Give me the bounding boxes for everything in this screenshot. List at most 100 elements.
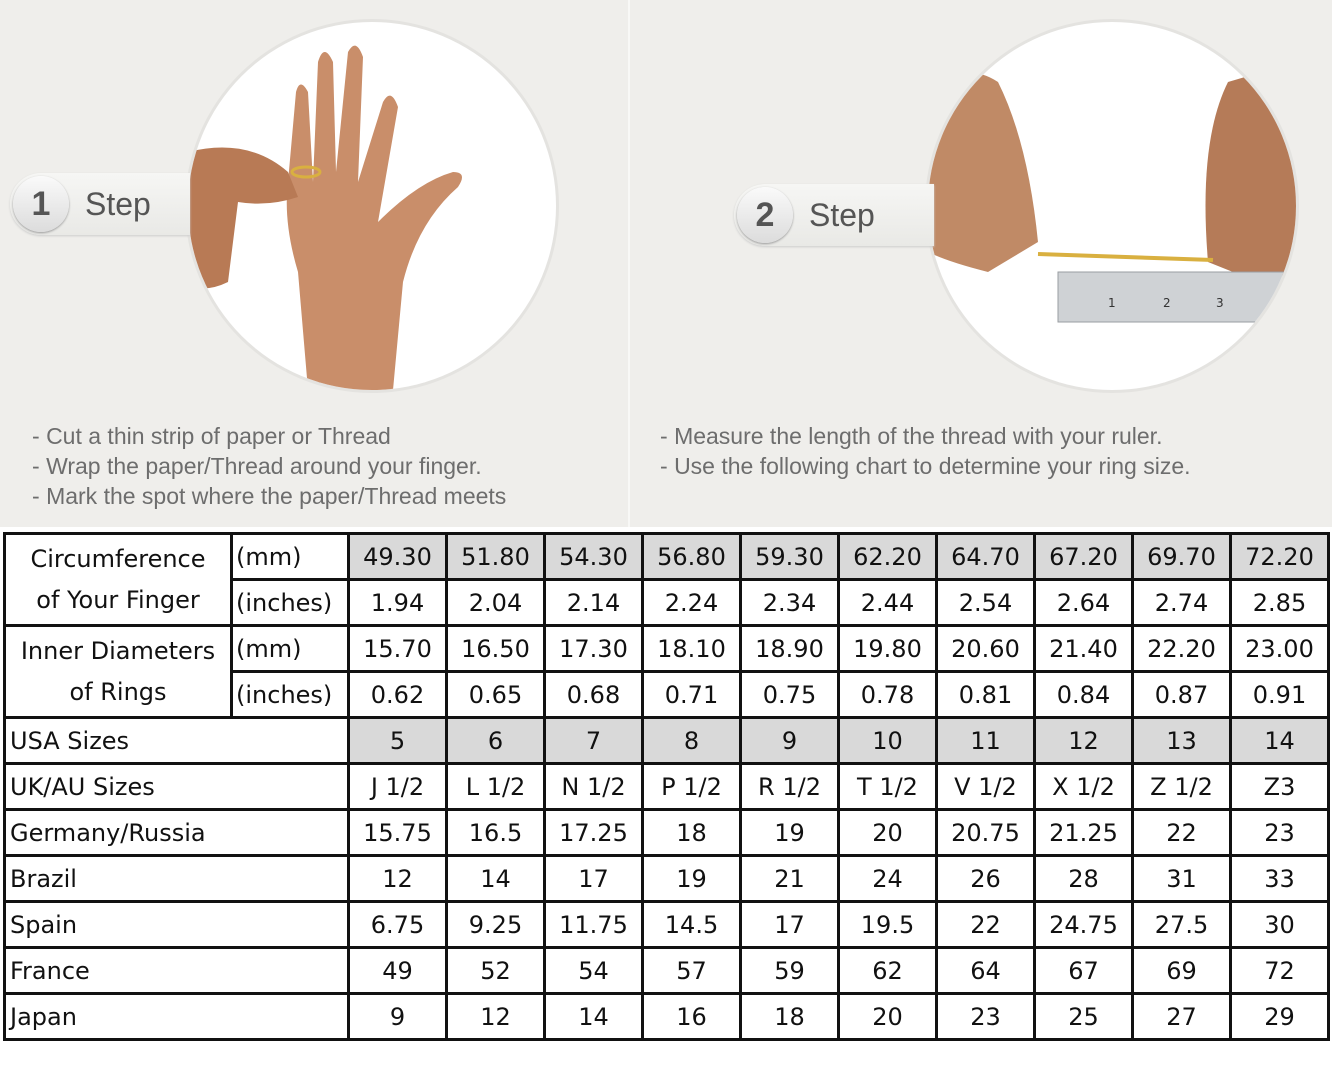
value-cell: 19	[641, 854, 742, 903]
unit-cell: (mm)	[230, 532, 350, 581]
value-cell: P 1/2	[641, 762, 742, 811]
ring-size-table: Circumference of Your Finger (mm) 49.30 51.8…	[3, 532, 1330, 1041]
value-cell: 21.25	[1033, 808, 1134, 857]
value-cell: 19.5	[837, 900, 938, 949]
value-cell: 0.81	[935, 670, 1036, 719]
value-cell: 23	[935, 992, 1036, 1041]
value-cell: V 1/2	[935, 762, 1036, 811]
value-cell: 11.75	[543, 900, 644, 949]
table-row: Germany/Russia 15.75 16.5 17.25 18 19 20 20.75 2…	[3, 808, 1330, 857]
table-row: Inner Diameters of Rings (mm) 15.70 16.50 17.…	[3, 624, 1330, 719]
value-cell: 0.84	[1033, 670, 1134, 719]
value-cell: 26	[935, 854, 1036, 903]
value-cell: 57	[641, 946, 742, 995]
ruler-mark: 3	[1216, 296, 1224, 310]
instructions-banner: 1 Step Cut a thin strip of paper or Thre…	[0, 0, 1332, 527]
value-cell: L 1/2	[445, 762, 546, 811]
value-cell: 20.60	[935, 624, 1036, 673]
value-cell: 29	[1229, 992, 1330, 1041]
value-cell: 20.75	[935, 808, 1036, 857]
label-line: Circumference	[30, 544, 206, 573]
instruction: Use the following chart to determine you…	[660, 451, 1190, 481]
size-system-label: Japan	[3, 992, 350, 1041]
instruction: Cut a thin strip of paper or Thread	[32, 421, 506, 451]
value-cell: 56.80	[641, 532, 742, 581]
value-cell: 6.75	[347, 900, 448, 949]
value-cell: X 1/2	[1033, 762, 1134, 811]
thread-ruler-photo: 1 2 3	[928, 22, 1296, 390]
label-line: of Your Finger	[36, 585, 200, 614]
value-cell: 20	[837, 808, 938, 857]
label-line: Inner Diameters	[20, 636, 216, 665]
value-cell: 14	[1229, 716, 1330, 765]
value-cell: 15.75	[347, 808, 448, 857]
value-cell: 0.68	[543, 670, 644, 719]
value-cell: 69	[1131, 946, 1232, 995]
value-cell: 67.20	[1033, 532, 1134, 581]
value-cell: 0.65	[445, 670, 546, 719]
value-cell: 18.90	[739, 624, 840, 673]
value-cell: 72	[1229, 946, 1330, 995]
value-cell: 49	[347, 946, 448, 995]
value-cell: 31	[1131, 854, 1232, 903]
step-1-badge: 1 Step	[10, 173, 190, 235]
table-row: Japan 9 12 14 16 18 20 23 25 27 29	[3, 992, 1330, 1041]
step-1-instructions: Cut a thin strip of paper or Thread Wrap…	[32, 421, 506, 511]
value-cell: 25	[1033, 992, 1134, 1041]
value-cell: 62	[837, 946, 938, 995]
value-cell: 0.87	[1131, 670, 1232, 719]
value-cell: 12	[445, 992, 546, 1041]
unit-cell: (mm)	[230, 624, 350, 673]
value-cell: T 1/2	[837, 762, 938, 811]
value-cell: 17.30	[543, 624, 644, 673]
table-row: Circumference of Your Finger (mm) 49.30 51.8…	[3, 532, 1330, 627]
instruction: Mark the spot where the paper/Thread mee…	[32, 481, 506, 511]
value-cell: 1.94	[347, 578, 448, 627]
panel-divider	[628, 0, 630, 527]
step-label: Step	[85, 185, 151, 222]
value-cell: Z3	[1229, 762, 1330, 811]
value-cell: 17	[543, 854, 644, 903]
instruction: Measure the length of the thread with yo…	[660, 421, 1191, 451]
step-number: 2	[737, 187, 793, 243]
ruler-mark: 2	[1163, 296, 1171, 310]
value-cell: 12	[347, 854, 448, 903]
value-cell: 64.70	[935, 532, 1036, 581]
value-cell: 2.24	[641, 578, 742, 627]
step-label: Step	[809, 196, 875, 233]
value-cell: 24.75	[1033, 900, 1134, 949]
value-cell: 51.80	[445, 532, 546, 581]
value-cell: 59.30	[739, 532, 840, 581]
measurement-label: Inner Diameters of Rings	[3, 624, 233, 719]
value-cell: 24	[837, 854, 938, 903]
value-cell: 14	[543, 992, 644, 1041]
value-cell: 23	[1229, 808, 1330, 857]
value-cell: 2.74	[1131, 578, 1232, 627]
value-cell: 9	[347, 992, 448, 1041]
table-row: Brazil 12 14 17 19 21 24 26 28 31 33	[3, 854, 1330, 903]
value-cell: 19	[739, 808, 840, 857]
value-cell: 9	[739, 716, 840, 765]
table-row: Spain 6.75 9.25 11.75 14.5 17 19.5 22 24.75 27.5 3…	[3, 900, 1330, 949]
size-system-label: Spain	[3, 900, 350, 949]
unit-cell: (inches)	[230, 578, 350, 627]
step-2-panel: 1 2 3 2 Step Measure the length of the t…	[630, 0, 1332, 527]
value-cell: 54	[543, 946, 644, 995]
value-cell: 27.5	[1131, 900, 1232, 949]
value-cell: R 1/2	[739, 762, 840, 811]
value-cell: 52	[445, 946, 546, 995]
value-cell: 15.70	[347, 624, 448, 673]
value-cell: 22	[1131, 808, 1232, 857]
value-cell: 18	[641, 808, 742, 857]
value-cell: 69.70	[1131, 532, 1232, 581]
value-cell: 14.5	[641, 900, 742, 949]
value-cell: 20	[837, 992, 938, 1041]
table-row: (inches) 0.62 0.65 0.68 0.71 0.75 0.78 0.81 0.84…	[5, 670, 1330, 719]
value-cell: 19.80	[837, 624, 938, 673]
value-cell: 27	[1131, 992, 1232, 1041]
value-cell: Z 1/2	[1131, 762, 1232, 811]
ruler-mark: 1	[1108, 296, 1116, 310]
value-cell: 2.14	[543, 578, 644, 627]
size-system-label: France	[3, 946, 350, 995]
value-cell: 28	[1033, 854, 1134, 903]
